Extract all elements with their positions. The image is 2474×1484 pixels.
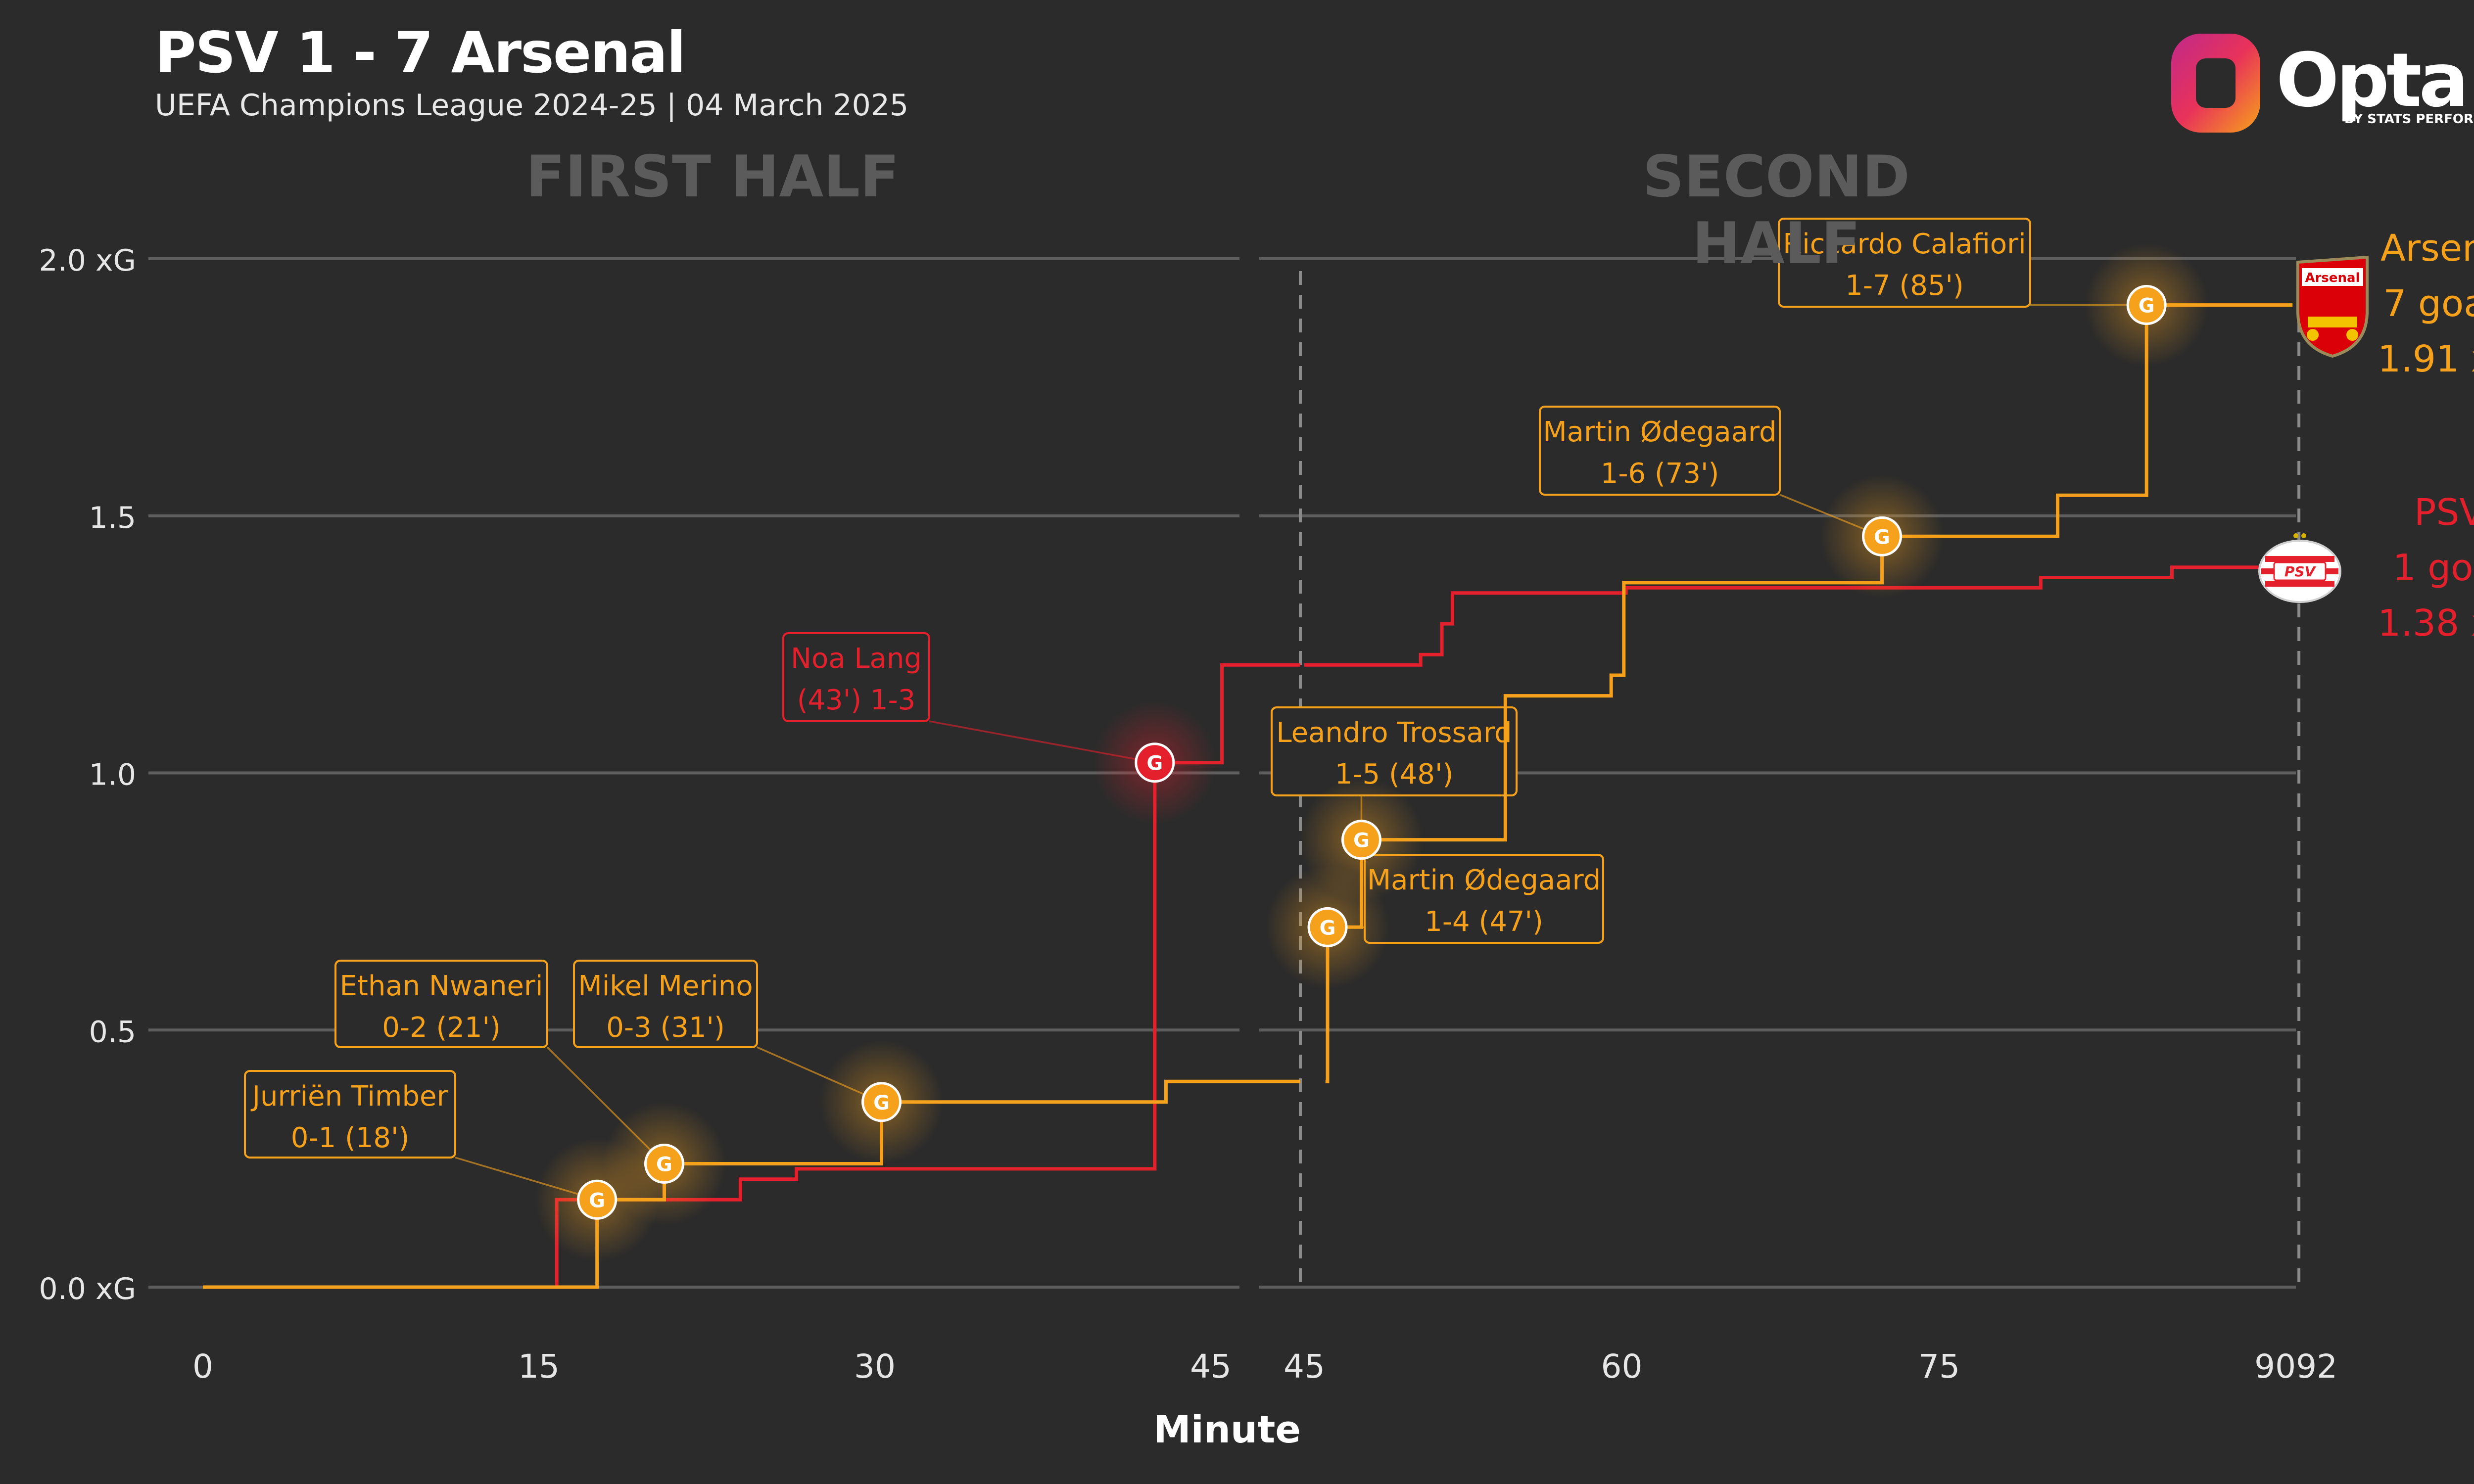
grid-lines	[148, 257, 2296, 1289]
x-tick-label: 90	[2254, 1347, 2296, 1386]
callout-score: 1-7 (85')	[1845, 270, 1964, 302]
y-tick-label: 1.5	[89, 501, 136, 535]
x-tick-label: 45	[1284, 1347, 1325, 1386]
x-tick-label: 75	[1918, 1347, 1960, 1386]
psv-goals: 1 goal	[2392, 547, 2474, 589]
goal-marker	[644, 1144, 684, 1184]
goal-marker	[1307, 907, 1348, 947]
callout-player: Ethan Nwaneri	[340, 970, 543, 1002]
callout-player: Noa Lang	[791, 643, 922, 675]
callout-box	[782, 632, 930, 722]
panel-label-first-half: FIRST HALF	[525, 143, 900, 210]
callout-box	[1539, 406, 1781, 496]
callout-player: Jurriën Timber	[251, 1080, 449, 1113]
arsenal-banner-text: Arsenal	[2305, 271, 2360, 285]
psv-summary: PSV 1 goal 1.38 xG	[2326, 485, 2474, 651]
arsenal-crest-icon: Arsenal	[2296, 255, 2369, 358]
arsenal-xg: 1.91 xG	[2378, 338, 2474, 380]
arsenal-goals: 7 goals	[2383, 282, 2474, 325]
callout-box	[334, 960, 548, 1048]
x-tick-label: 92	[2296, 1347, 2337, 1386]
chart-title: PSV 1 - 7 Arsenal	[155, 20, 686, 86]
x-tick-label: 60	[1601, 1347, 1643, 1386]
callout-player: Mikel Merino	[578, 970, 753, 1002]
callout-box	[573, 960, 758, 1048]
goal-markers: G G G G G G G G	[535, 243, 2209, 1262]
x-tick-label: 30	[854, 1347, 896, 1386]
series-line-psv	[1304, 565, 2299, 667]
goal-marker	[1862, 516, 1903, 556]
goal-marker-label: G	[656, 1154, 672, 1176]
goal-marker	[861, 1082, 902, 1122]
callout-score: 0-3 (31')	[606, 1012, 725, 1044]
y-tick-label: 0.0 xG	[39, 1272, 137, 1306]
callout-box	[244, 1070, 456, 1159]
goal-marker-label: G	[1146, 752, 1163, 775]
arsenal-cannon	[2307, 317, 2359, 341]
callout-score: (43') 1-3	[797, 684, 916, 716]
callout-player: Martin Ødegaard	[1543, 416, 1776, 448]
xg-step-lines	[203, 303, 2299, 1289]
psv-crest-icon: PSV	[2258, 533, 2341, 603]
psv-star	[2293, 533, 2298, 538]
callout-player: Riccardo Calafiori	[1783, 228, 2026, 260]
x-axis-tick-labels: 0 15 30 45 45 60 75 90 92	[192, 1347, 2337, 1386]
x-tick-label: 15	[518, 1347, 560, 1386]
y-tick-label: 0.5	[89, 1015, 136, 1049]
callout-score: 0-1 (18')	[291, 1122, 410, 1154]
y-axis-tick-labels: 0.0 xG 0.5 1.0 1.5 2.0 xG	[39, 243, 137, 1306]
psv-badge-text: PSV	[2284, 563, 2317, 580]
goal-marker-label: G	[1874, 526, 1890, 549]
goal-marker-label: G	[2139, 295, 2155, 318]
series-line-arsenal	[1325, 303, 2293, 1083]
psv-xg: 1.38 xG	[2378, 602, 2474, 645]
callout-score: 1-6 (73')	[1601, 458, 1719, 490]
goal-marker-label: G	[1353, 830, 1370, 852]
opta-logo: Opta BY STATS PERFORM	[2166, 29, 2474, 138]
x-tick-label: 0	[192, 1347, 213, 1386]
callout-score: 0-2 (21')	[382, 1012, 501, 1044]
callout-box	[1778, 218, 2031, 308]
psv-name-plate	[2273, 561, 2327, 581]
opta-mark-icon	[2171, 34, 2260, 133]
arsenal-banner	[2302, 268, 2363, 286]
y-tick-label: 1.0	[89, 758, 136, 792]
chart-subtitle: UEFA Champions League 2024-25 | 04 March…	[155, 88, 909, 123]
psv-name: PSV	[2414, 491, 2474, 534]
goal-callouts: Jurriën Timber 0-1 (18') Ethan Nwaneri 0-2 …	[244, 218, 2147, 1201]
opta-byline: BY STATS PERFORM	[2344, 112, 2474, 127]
arsenal-summary: Arsenal 7 goals 1.91 xG	[2326, 221, 2474, 387]
goal-marker	[2126, 285, 2167, 325]
goal-marker	[1341, 820, 1381, 860]
goal-marker-label: G	[589, 1189, 605, 1212]
arsenal-name: Arsenal	[2380, 227, 2474, 270]
panel-label-second-half: SECOND HALF	[1643, 143, 1910, 277]
callout-player: Leandro Trossard	[1276, 717, 1512, 749]
psv-star	[2301, 533, 2306, 538]
goal-marker-label: G	[1320, 917, 1336, 939]
opta-wordmark: Opta	[2276, 38, 2469, 124]
team-crests: Arsenal PSV	[2258, 255, 2369, 603]
y-tick-label: 2.0 xG	[39, 243, 137, 278]
goal-marker-label: G	[873, 1092, 890, 1114]
x-tick-label: 45	[1190, 1347, 1232, 1386]
goal-marker	[1135, 742, 1175, 783]
callout-score: 1-4 (47')	[1425, 906, 1543, 938]
